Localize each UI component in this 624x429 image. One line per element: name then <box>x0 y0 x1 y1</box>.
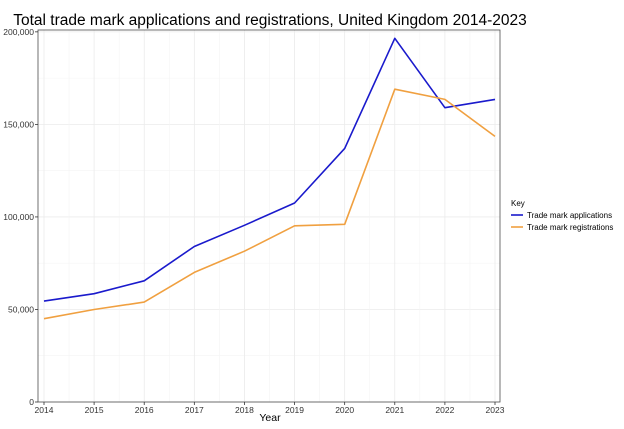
x-tick-label: 2016 <box>135 405 154 415</box>
x-tick-label: 2014 <box>35 405 54 415</box>
x-tick-label: 2022 <box>435 405 454 415</box>
plot-frame <box>37 29 501 403</box>
legend-label: Trade mark registrations <box>527 223 613 232</box>
x-tick-label: 2020 <box>335 405 354 415</box>
series-layer <box>43 37 496 320</box>
x-tick-label: 2015 <box>85 405 104 415</box>
x-tick-label: 2019 <box>285 405 304 415</box>
y-tick-label: 200,000 <box>3 27 34 37</box>
x-tick-label: 2018 <box>235 405 254 415</box>
grid <box>38 30 500 403</box>
legend-title: Key <box>511 199 525 208</box>
series-line-registrations <box>43 88 496 320</box>
x-tick-label: 2021 <box>385 405 404 415</box>
series-line-applications <box>43 37 496 302</box>
y-axis: 0 50,000 100,000 150,000 200,000 <box>3 27 38 407</box>
x-tick-label: 2023 <box>486 405 505 415</box>
legend-label: Trade mark applications <box>527 211 612 220</box>
x-axis-title: Year <box>259 412 281 424</box>
y-tick-label: 100,000 <box>3 212 34 222</box>
x-tick-label: 2017 <box>185 405 204 415</box>
y-tick-label: 50,000 <box>8 304 34 314</box>
x-axis: 2014 2015 2016 2017 2018 2019 2020 2021 2022 2023 <box>35 402 505 415</box>
legend: Key Trade mark applications Trade mark re… <box>511 199 613 232</box>
chart-title: Total trade mark applications and regist… <box>13 12 527 29</box>
y-tick-label: 0 <box>29 397 34 407</box>
y-tick-label: 150,000 <box>3 119 34 129</box>
